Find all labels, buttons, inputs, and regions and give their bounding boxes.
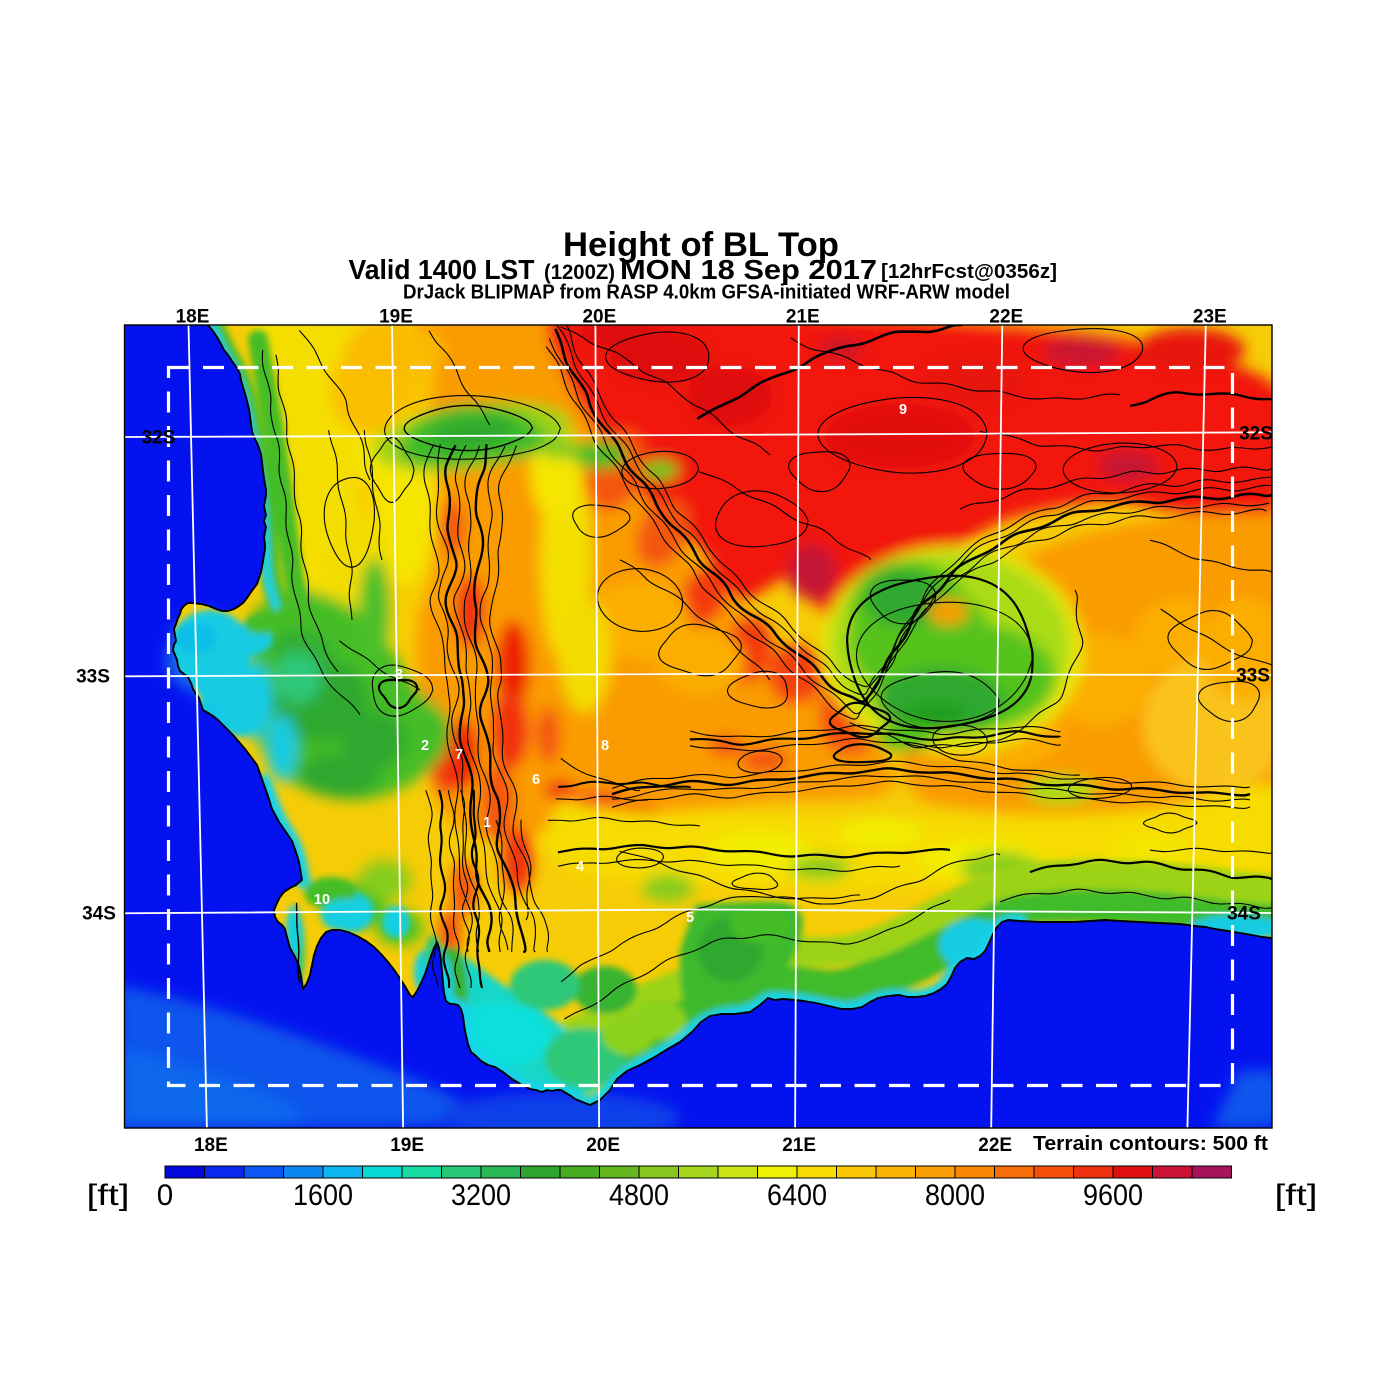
svg-text:32S: 32S (1239, 424, 1273, 445)
svg-text:Terrain contours: 500 ft: Terrain contours: 500 ft (1033, 1132, 1268, 1155)
svg-text:33S: 33S (76, 667, 110, 688)
svg-text:9600: 9600 (1083, 1179, 1143, 1212)
svg-text:MON 18 Sep 2017: MON 18 Sep 2017 (620, 254, 877, 285)
svg-text:1600: 1600 (293, 1179, 353, 1212)
svg-text:4800: 4800 (609, 1179, 669, 1212)
svg-text:[ft]: [ft] (87, 1179, 130, 1212)
svg-text:[12hrFcst@0356z]: [12hrFcst@0356z] (881, 261, 1057, 283)
svg-text:Height of BL Top: Height of BL Top (563, 226, 839, 264)
svg-text:34S: 34S (82, 904, 116, 925)
svg-text:2: 2 (421, 738, 429, 754)
svg-text:1: 1 (483, 815, 491, 831)
svg-text:(1200Z): (1200Z) (544, 260, 615, 284)
svg-text:7: 7 (455, 747, 463, 763)
svg-text:19E: 19E (390, 1135, 424, 1156)
svg-text:10: 10 (314, 892, 330, 908)
svg-text:3: 3 (395, 667, 403, 683)
svg-text:3200: 3200 (451, 1179, 511, 1212)
svg-text:21E: 21E (782, 1135, 816, 1156)
svg-text:18E: 18E (194, 1135, 228, 1156)
svg-text:32S: 32S (142, 428, 176, 449)
svg-text:9: 9 (899, 402, 907, 418)
svg-text:6: 6 (532, 772, 540, 788)
svg-text:20E: 20E (582, 307, 616, 328)
svg-text:5: 5 (686, 910, 694, 926)
svg-text:22E: 22E (989, 307, 1023, 328)
svg-text:19E: 19E (379, 307, 413, 328)
svg-text:23E: 23E (1193, 307, 1227, 328)
svg-text:18E: 18E (176, 307, 210, 328)
svg-text:21E: 21E (786, 307, 820, 328)
svg-text:8: 8 (601, 738, 609, 754)
svg-text:6400: 6400 (767, 1179, 827, 1212)
svg-text:22E: 22E (978, 1135, 1012, 1156)
svg-text:DrJack BLIPMAP from RASP 4.0km: DrJack BLIPMAP from RASP 4.0km GFSA-init… (403, 281, 1010, 304)
svg-text:Valid 1400 LST: Valid 1400 LST (349, 254, 535, 285)
svg-text:4: 4 (576, 859, 584, 875)
svg-text:8000: 8000 (925, 1179, 985, 1212)
svg-text:34S: 34S (1227, 904, 1261, 925)
svg-text:33S: 33S (1236, 666, 1270, 687)
svg-text:[ft]: [ft] (1275, 1179, 1318, 1212)
svg-text:0: 0 (157, 1179, 173, 1212)
svg-text:20E: 20E (586, 1135, 620, 1156)
